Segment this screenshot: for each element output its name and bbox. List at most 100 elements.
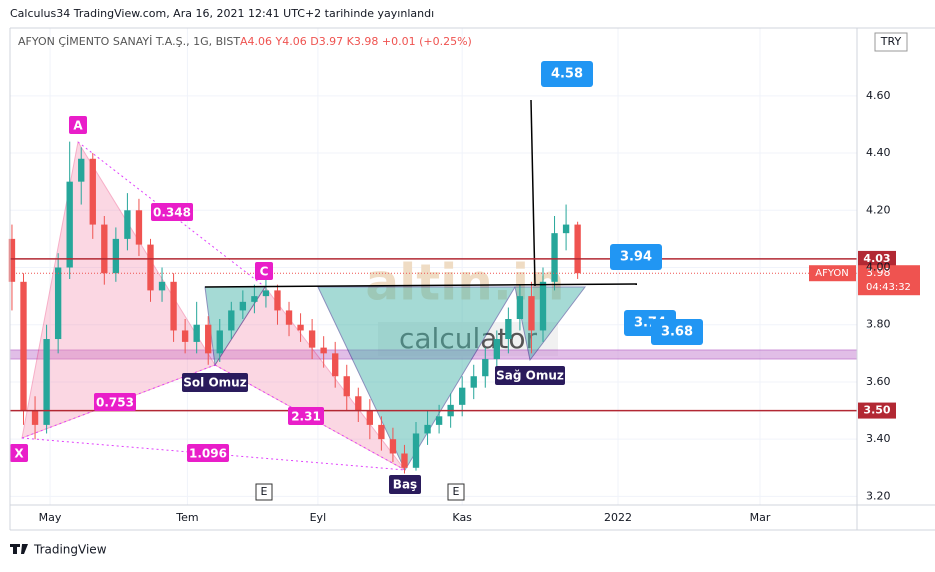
candle-body xyxy=(505,319,512,340)
candle-body xyxy=(216,330,223,354)
levels: 4.03 3.50 AFYON 3.98 04:43:32 xyxy=(10,250,920,419)
candle-body xyxy=(78,158,85,182)
candle-body xyxy=(228,310,235,331)
level-label: 3.50 xyxy=(863,404,890,417)
y-tick-label: 4.20 xyxy=(866,203,891,216)
level-label: 4.03 xyxy=(863,252,890,265)
symbol-label: AFYON xyxy=(815,268,849,279)
y-tick-label: 3.20 xyxy=(866,489,891,502)
price-label: 3.98 xyxy=(866,266,891,279)
event-box xyxy=(447,483,465,501)
candle-body xyxy=(193,324,200,342)
candle-body xyxy=(435,416,443,425)
head-shape xyxy=(317,286,516,472)
candles xyxy=(8,141,581,474)
candle-body xyxy=(551,233,558,282)
candle-body xyxy=(101,224,108,274)
candle-body xyxy=(135,210,143,245)
level-tag xyxy=(858,250,896,267)
x-tick-label: May xyxy=(39,511,62,524)
y-tick-label: 4.60 xyxy=(866,89,891,102)
currency-box xyxy=(874,32,908,52)
event-marker: E xyxy=(261,485,268,498)
candle-body xyxy=(89,158,96,225)
target-line xyxy=(530,99,536,287)
target-label: 4.58 xyxy=(551,67,583,82)
header: Calculus34 TradingView.com, Ara 16, 2021… xyxy=(10,7,434,20)
price-tag xyxy=(858,265,920,296)
candle-body xyxy=(308,330,316,348)
candle-body xyxy=(239,301,247,311)
candle-body xyxy=(355,396,362,411)
candle-body xyxy=(262,290,270,297)
pattern-ratio: 1.096 xyxy=(189,447,227,461)
label-box xyxy=(389,475,421,494)
candle-body xyxy=(31,410,39,425)
label-box xyxy=(182,373,248,392)
candle-body xyxy=(8,238,16,282)
pattern-label: Sol Omuz xyxy=(183,376,246,390)
neckline xyxy=(204,283,638,288)
candle-body xyxy=(389,439,397,454)
y-tick-label: 4.00 xyxy=(866,261,891,274)
pattern-point: C xyxy=(260,265,269,279)
pattern-ratio: 0.753 xyxy=(96,396,134,410)
pattern-ratio: 0.348 xyxy=(153,206,191,220)
candle-body xyxy=(470,376,477,388)
label-box xyxy=(541,61,593,87)
candle-body xyxy=(285,310,293,325)
level-tag xyxy=(858,402,896,419)
candle-body xyxy=(181,330,189,342)
y-tick-label: 4.40 xyxy=(866,146,891,159)
candle-body xyxy=(54,267,62,340)
footer: TradingView xyxy=(33,543,107,557)
label-box xyxy=(610,244,662,270)
candle-body xyxy=(170,281,177,331)
label-box xyxy=(255,262,273,280)
label-box xyxy=(94,393,136,411)
countdown-label: 04:43:32 xyxy=(866,282,911,293)
label-box xyxy=(10,444,28,462)
candle-body xyxy=(205,324,212,354)
footer-logo xyxy=(10,544,28,554)
label-box xyxy=(187,444,229,462)
candle-body xyxy=(539,281,547,331)
y-tick-label: 3.60 xyxy=(866,375,891,388)
x-tick-label: Tem xyxy=(175,511,198,524)
pattern-ratio: 2.31 xyxy=(291,410,321,424)
pattern-label: Baş xyxy=(393,478,417,492)
x-tick-label: Kas xyxy=(452,511,472,524)
label-box xyxy=(651,319,703,345)
x-tick-label: Mar xyxy=(750,511,771,524)
candle-body xyxy=(459,387,466,405)
candle-body xyxy=(366,410,374,425)
y-tick-label: 3.80 xyxy=(866,318,891,331)
candle-body xyxy=(412,433,420,468)
candle-body xyxy=(343,376,350,397)
target-label: 3.68 xyxy=(661,325,693,340)
pattern-point: X xyxy=(14,447,24,461)
label-box xyxy=(69,116,87,134)
candle-body xyxy=(574,224,581,274)
candle-body xyxy=(251,296,258,302)
candle-body xyxy=(332,353,339,377)
guide xyxy=(21,437,406,471)
symbol-tag xyxy=(809,265,856,282)
candle-body xyxy=(378,424,385,440)
candle-body xyxy=(124,210,131,239)
candle-body xyxy=(320,347,327,354)
event-box xyxy=(255,483,273,501)
candle-body xyxy=(516,296,524,320)
candle-body xyxy=(274,290,281,311)
candle-body xyxy=(20,281,27,411)
candle-body xyxy=(43,339,50,425)
candle-body xyxy=(493,339,500,360)
x-tick-label: 2022 xyxy=(604,511,632,524)
candle-body xyxy=(562,224,570,234)
event-marker: E xyxy=(453,485,460,498)
ohlc-legend: A4.06 Y4.06 D3.97 K3.98 +0.01 (+0.25%) xyxy=(240,35,472,48)
label-box xyxy=(288,407,324,425)
candle-body xyxy=(528,296,535,331)
